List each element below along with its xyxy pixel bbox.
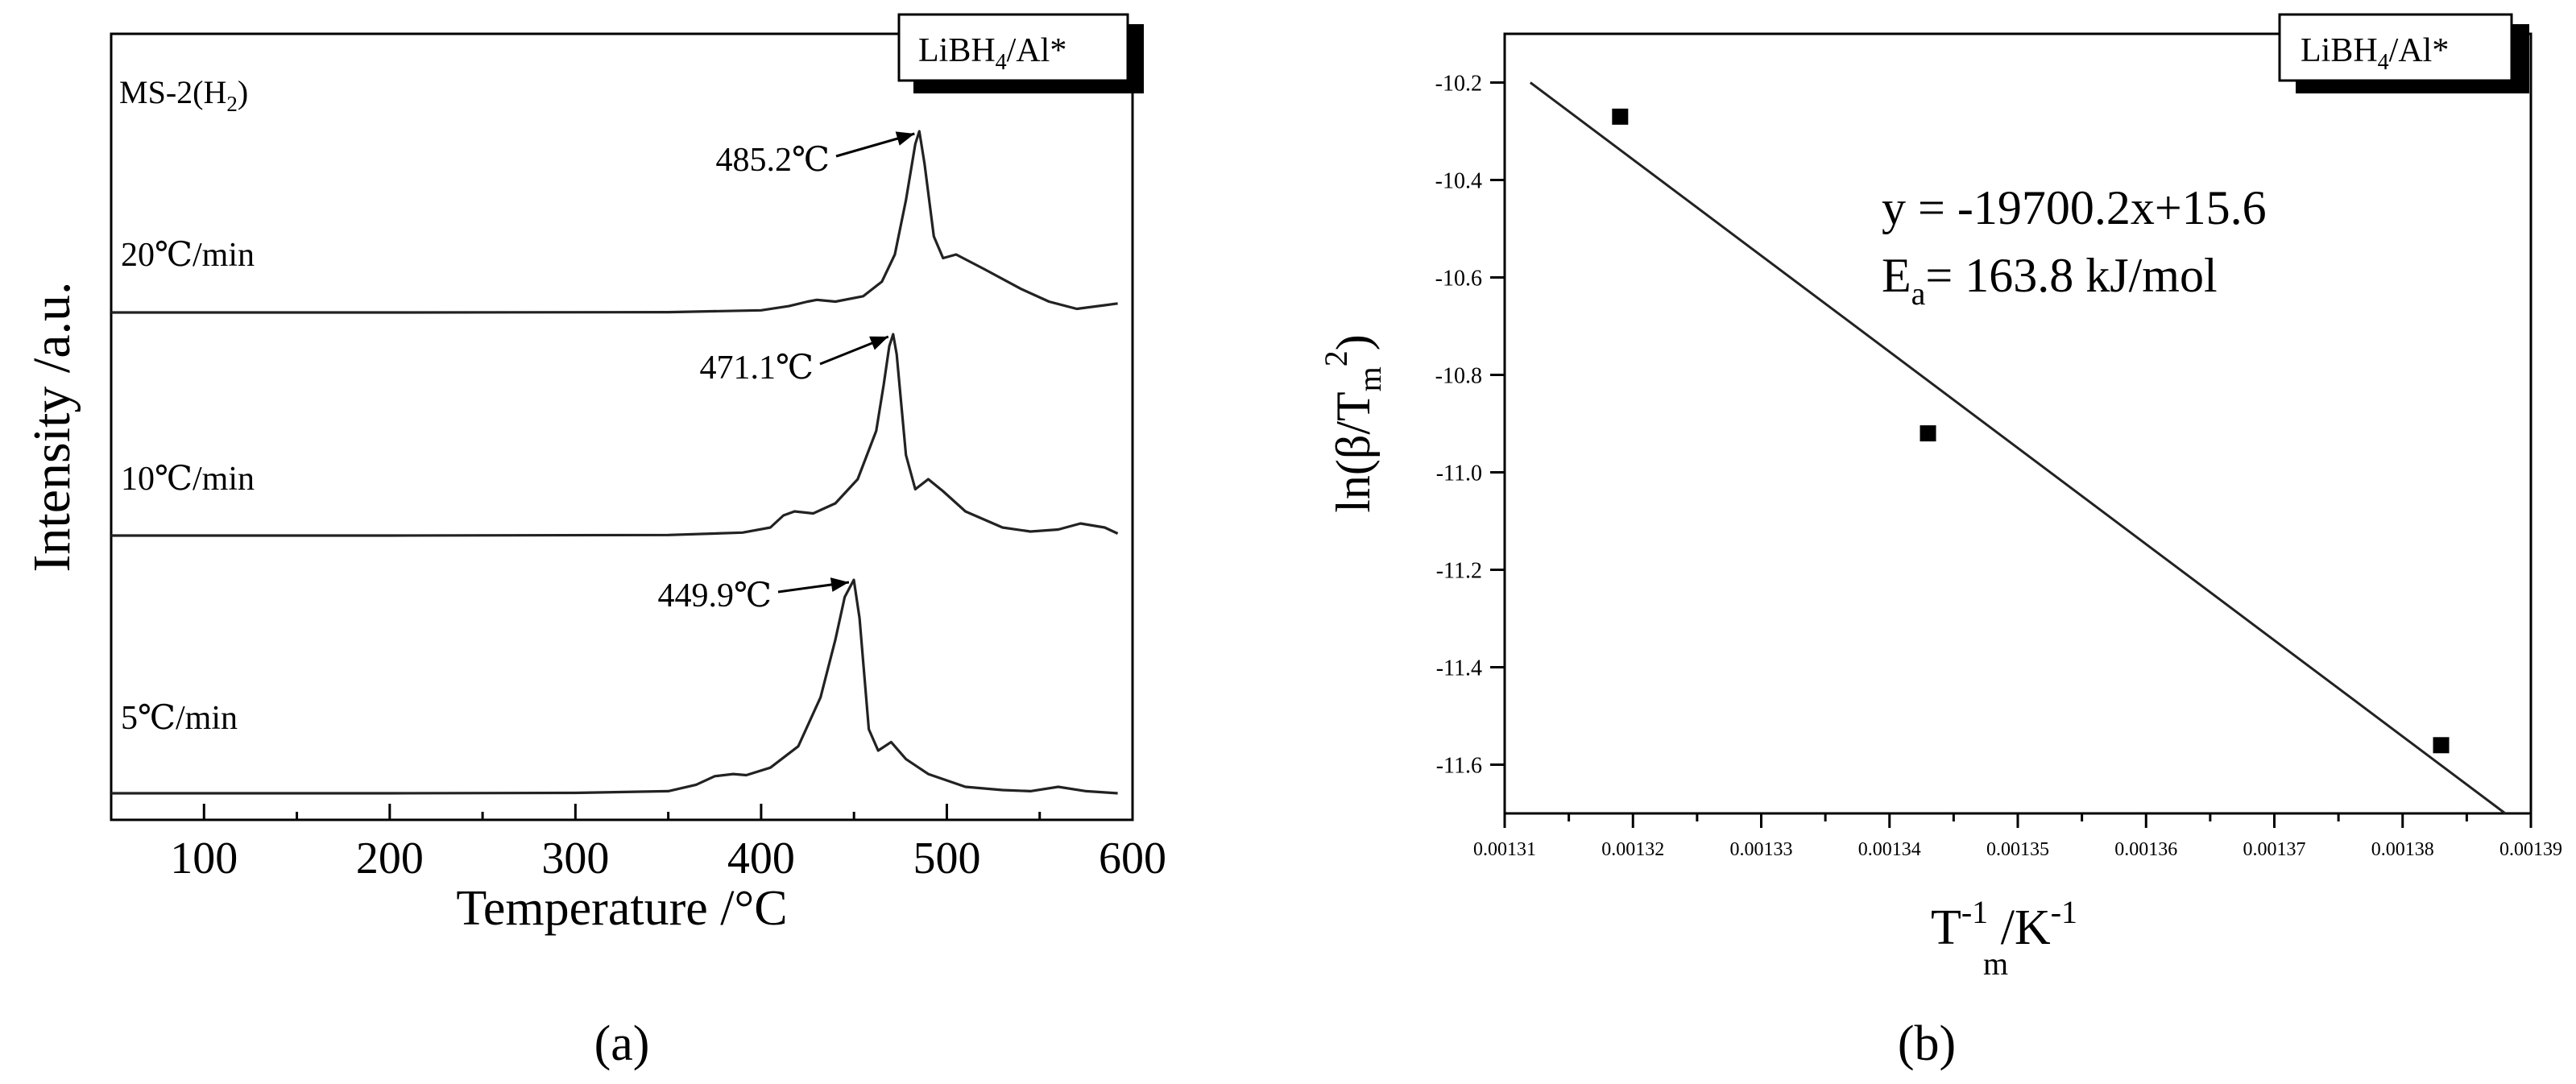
- panel-a: 100 200 300 400 500 600 20℃/min 485.2℃ 10℃/min 4…: [23, 13, 1166, 1071]
- panel-b-data-point: [1612, 108, 1629, 125]
- panel-a-plot-frame: [110, 32, 1134, 821]
- panel-b-x-tick-label: 0.00139: [2499, 839, 2562, 860]
- panel-a-legend-text: LiBH4/Al*: [918, 32, 1066, 75]
- panel-b-ticks: 0.00131 0.00132 0.00133 0.00134 0.00135 0.001…: [1435, 72, 2562, 861]
- panel-a-label: (a): [594, 1016, 650, 1071]
- panel-b-x-tick-label: 0.00136: [2114, 839, 2177, 860]
- panel-b-x-tick-label: 0.00135: [1986, 839, 2049, 860]
- panel-b-y-tick-label: -11.4: [1436, 656, 1482, 681]
- panel-b-y-tick-label: -10.2: [1435, 72, 1482, 97]
- panel-b-legend-text: LiBH4/Al*: [2301, 32, 2449, 75]
- panel-a-curves: [111, 130, 1119, 795]
- panel-a-gas-label: MS-2(H2): [119, 74, 248, 116]
- panel-b-x-axis-title: T-1 /K-1: [1931, 894, 2077, 955]
- panel-b-y-tick-label: -11.0: [1436, 461, 1482, 486]
- panel-a-peak-arrow-head: [869, 336, 888, 350]
- panel-a-series-label: 5℃/min: [121, 700, 238, 737]
- panel-a-peak-label: 449.9℃: [658, 577, 772, 614]
- panel-a-peak-arrow-head: [895, 131, 915, 146]
- panel-b-label: (b): [1898, 1016, 1956, 1071]
- panel-a-legend-box: [897, 13, 1129, 82]
- panel-b-x-axis-title-subscript: m: [1983, 945, 2008, 982]
- panel-a-curve: [111, 333, 1119, 537]
- panel-a-x-tick-label: 400: [727, 834, 795, 883]
- panel-a-curve: [111, 578, 1118, 795]
- panel-b-x-tick-label: 0.00132: [1601, 839, 1664, 860]
- panel-b-x-tick-label: 0.00134: [1858, 839, 1921, 860]
- panel-a-peak-arrow-head: [830, 577, 849, 592]
- panel-a-peak-label: 485.2℃: [716, 142, 830, 179]
- panel-b-y-tick-label: -11.6: [1436, 754, 1482, 779]
- panel-a-series-label: 10℃/min: [121, 461, 255, 498]
- panel-b: 0.00131 0.00132 0.00133 0.00134 0.00135 0.001…: [1318, 13, 2562, 1071]
- panel-b-x-tick-label: 0.00137: [2243, 839, 2306, 860]
- panel-b-y-tick-label: -10.8: [1435, 364, 1482, 389]
- panel-b-y-tick-label: -11.2: [1436, 559, 1482, 584]
- panel-b-activation-energy: Ea= 163.8 kJ/mol: [1882, 249, 2218, 312]
- panel-a-x-tick-label: 300: [541, 834, 609, 883]
- panel-b-y-tick-label: -10.6: [1435, 267, 1482, 292]
- panel-b-y-axis-title: ln(β/Tm2): [1318, 334, 1388, 513]
- panel-a-annotations: 20℃/min 485.2℃ 10℃/min 471.1℃ 5℃/min 449.9℃: [121, 131, 915, 737]
- panel-a-y-axis-title: Intensity /a.u.: [23, 281, 81, 572]
- panel-b-x-tick-label: 0.00131: [1473, 839, 1536, 860]
- panel-b-data-point: [2433, 737, 2450, 754]
- panel-a-x-tick-label: 600: [1099, 834, 1166, 883]
- panel-a-x-tick-label: 500: [913, 834, 980, 883]
- panel-a-x-tick-label: 200: [356, 834, 424, 883]
- panel-b-fit-line: [1529, 81, 2507, 815]
- panel-b-fit-equation: y = -19700.2x+15.6: [1882, 181, 2267, 234]
- panel-a-x-tick-label: 100: [170, 834, 238, 883]
- panel-b-x-tick-label: 0.00133: [1730, 839, 1793, 860]
- panel-a-curve: [111, 130, 1118, 314]
- panel-b-legend-box: [2278, 13, 2513, 82]
- panel-b-marks: [1529, 81, 2507, 815]
- panel-a-x-axis-title: Temperature /°C: [456, 881, 787, 936]
- panel-b-x-tick-label: 0.00138: [2371, 839, 2434, 860]
- panel-b-plot-frame: [1503, 32, 2533, 815]
- panel-b-data-point: [1920, 425, 1936, 442]
- panel-a-peak-label: 471.1℃: [700, 350, 814, 387]
- panel-b-y-tick-label: -10.4: [1435, 169, 1482, 194]
- panel-a-x-ticks: 100 200 300 400 500 600: [170, 804, 1166, 883]
- panel-a-series-label: 20℃/min: [121, 237, 255, 274]
